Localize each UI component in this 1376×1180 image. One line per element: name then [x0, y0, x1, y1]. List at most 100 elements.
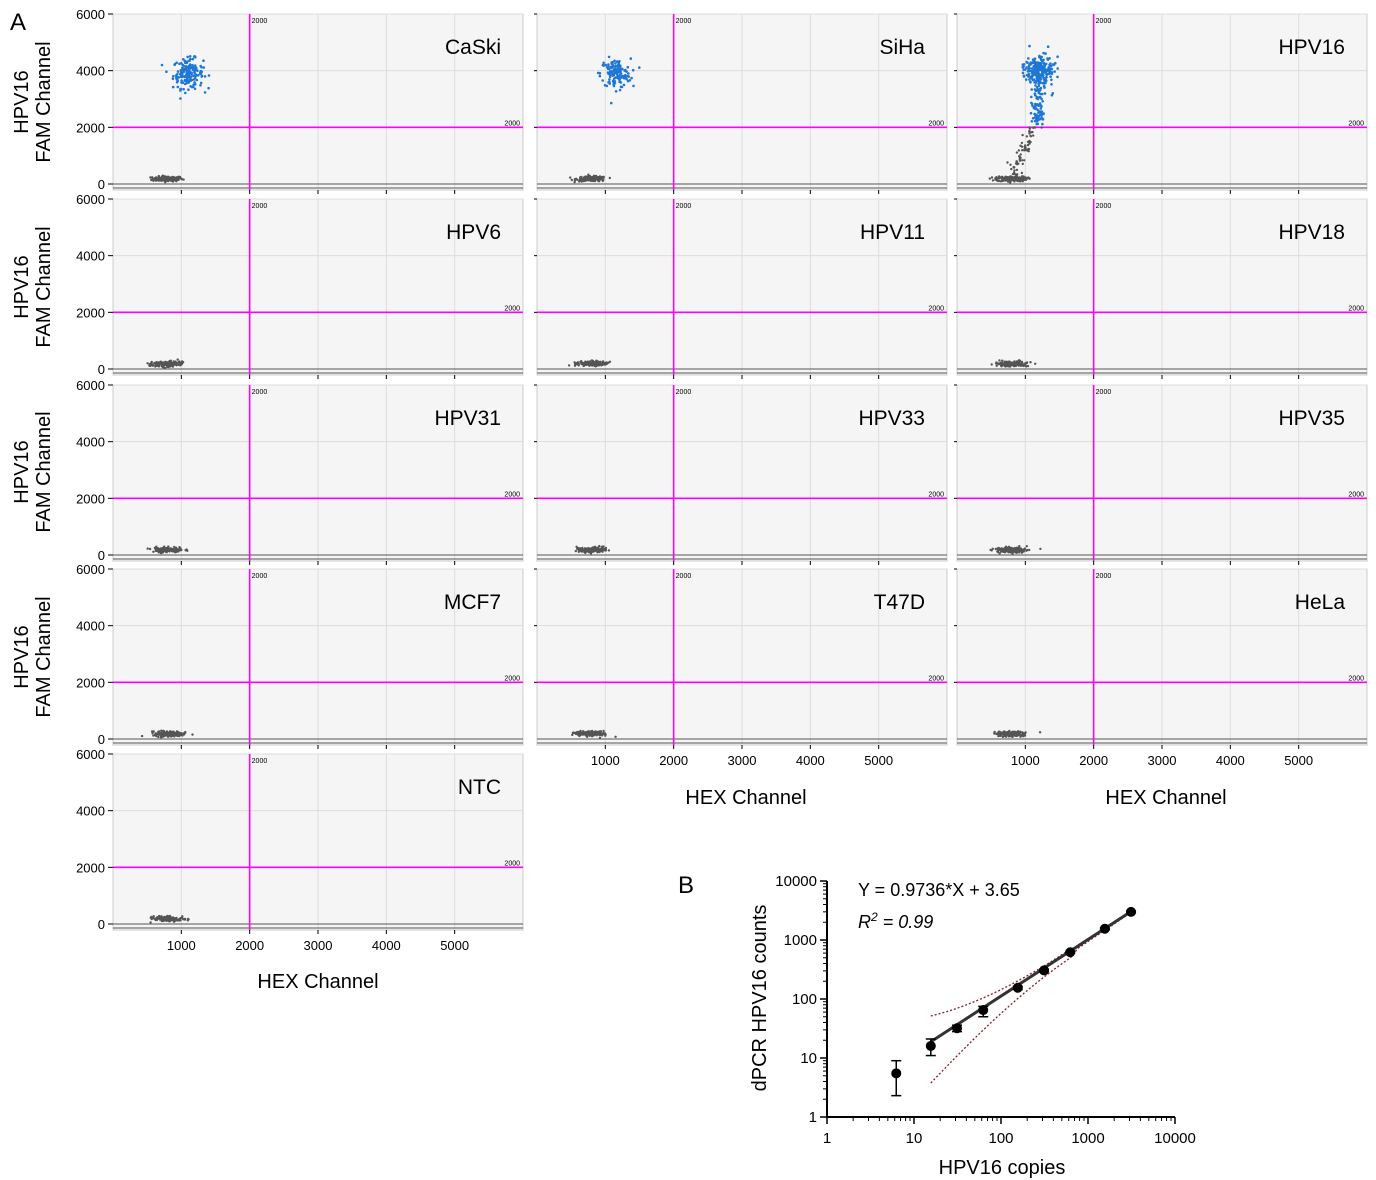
b-x-tick-label: 10000: [1154, 1130, 1196, 1147]
rain-droplet: [1021, 133, 1024, 137]
negative-droplet: [1013, 730, 1017, 733]
rain-droplet: [1029, 134, 1032, 138]
positive-droplet: [176, 85, 180, 89]
negative-droplet: [140, 734, 144, 738]
negative-droplet: [605, 361, 608, 364]
b-x-axis-title: HPV16 copies: [939, 1157, 1066, 1179]
positive-droplet: [180, 62, 183, 65]
positive-droplet: [622, 83, 626, 87]
negative-droplet: [159, 548, 163, 551]
positive-droplet: [200, 65, 203, 69]
regression-line: [929, 910, 1132, 1044]
positive-droplet: [191, 57, 195, 61]
negative-droplet: [173, 919, 177, 922]
negative-droplet: [1008, 729, 1011, 733]
negative-droplet: [154, 365, 157, 368]
negative-droplet: [598, 736, 602, 739]
negative-droplet: [174, 550, 178, 553]
negative-droplet: [1026, 364, 1030, 368]
negative-droplet: [1003, 734, 1006, 738]
positive-droplet: [1049, 62, 1052, 65]
y-tick-label: 4000: [76, 619, 105, 634]
positive-droplet: [618, 70, 621, 73]
negative-droplet: [998, 359, 1001, 362]
negative-droplet: [1034, 362, 1037, 365]
negative-droplet: [1012, 177, 1015, 181]
negative-droplet: [1020, 733, 1023, 737]
positive-droplet: [1033, 119, 1037, 123]
negative-droplet: [593, 179, 597, 183]
negative-droplet: [178, 549, 182, 552]
negative-droplet: [579, 176, 582, 179]
negative-droplet: [157, 174, 160, 178]
threshold-x-label: 2000: [252, 573, 268, 580]
negative-droplet: [172, 918, 175, 921]
rain-droplet: [1028, 126, 1031, 129]
positive-droplet: [1047, 67, 1051, 71]
positive-droplet: [207, 74, 211, 77]
positive-droplet: [187, 75, 190, 79]
positive-droplet: [202, 66, 206, 69]
negative-droplets: [146, 545, 189, 555]
negative-droplet: [180, 178, 184, 181]
negative-droplet: [997, 734, 1000, 738]
x-tick-label: 5000: [864, 753, 893, 768]
positive-droplet: [1036, 116, 1040, 120]
positive-droplet: [193, 76, 197, 79]
negative-droplet: [576, 362, 579, 366]
positive-droplet: [1038, 68, 1041, 72]
negative-droplet: [999, 734, 1002, 737]
negative-droplet: [572, 731, 575, 734]
positive-droplet: [1034, 93, 1037, 97]
positive-droplet: [622, 74, 626, 78]
negative-droplet: [150, 178, 153, 182]
positive-droplet: [1035, 86, 1039, 89]
rain-droplet: [1032, 126, 1035, 129]
x-tick-label: 3000: [728, 753, 757, 768]
negative-droplet: [1004, 731, 1007, 734]
positive-droplet: [1032, 60, 1036, 63]
threshold-y-label: 2000: [928, 120, 944, 127]
rain-droplet: [1025, 135, 1029, 138]
positive-droplet: [618, 80, 621, 84]
negative-droplet: [1009, 361, 1012, 365]
positive-droplet: [1056, 67, 1059, 70]
negative-droplet: [165, 916, 168, 920]
negative-droplets: [988, 126, 1043, 184]
svg-text:FAM Channel: FAM Channel: [33, 411, 55, 532]
negative-droplet: [570, 178, 573, 182]
negative-droplet: [163, 549, 166, 552]
negative-droplet: [175, 916, 178, 920]
negative-droplet: [1008, 175, 1012, 178]
positive-droplet: [176, 70, 180, 73]
positive-droplet: [613, 70, 616, 73]
positive-droplet: [1031, 67, 1034, 70]
negative-droplet: [604, 546, 608, 550]
negative-droplet: [167, 545, 170, 548]
svg-text:FAM Channel: FAM Channel: [33, 41, 55, 162]
negative-droplet: [1007, 363, 1011, 366]
positive-droplet: [1039, 107, 1043, 110]
negative-droplet: [1001, 359, 1004, 362]
negative-droplet: [1002, 550, 1005, 553]
threshold-y-label: 2000: [1348, 305, 1364, 312]
negative-droplet: [152, 730, 155, 733]
y-tick-label: 2000: [76, 305, 105, 320]
negative-droplet: [604, 734, 607, 737]
positive-droplet: [165, 70, 168, 73]
positive-droplet: [1035, 97, 1038, 100]
negative-droplet: [578, 731, 581, 734]
negative-droplet: [603, 363, 607, 366]
negative-droplet: [158, 179, 161, 182]
positive-droplet: [1032, 78, 1036, 81]
x-tick-label: 4000: [1216, 753, 1245, 768]
positive-droplet: [179, 97, 182, 100]
rain-droplet: [1019, 144, 1022, 147]
positive-droplet: [203, 91, 207, 94]
negative-droplet: [575, 545, 578, 548]
negative-droplet: [588, 178, 591, 181]
droplet-panel-caski: 2000 2000 CaSki 6000 4000 2000 0: [76, 7, 524, 194]
positive-droplet: [199, 81, 203, 85]
negative-droplet: [1014, 176, 1017, 179]
positive-droplet: [184, 65, 188, 68]
